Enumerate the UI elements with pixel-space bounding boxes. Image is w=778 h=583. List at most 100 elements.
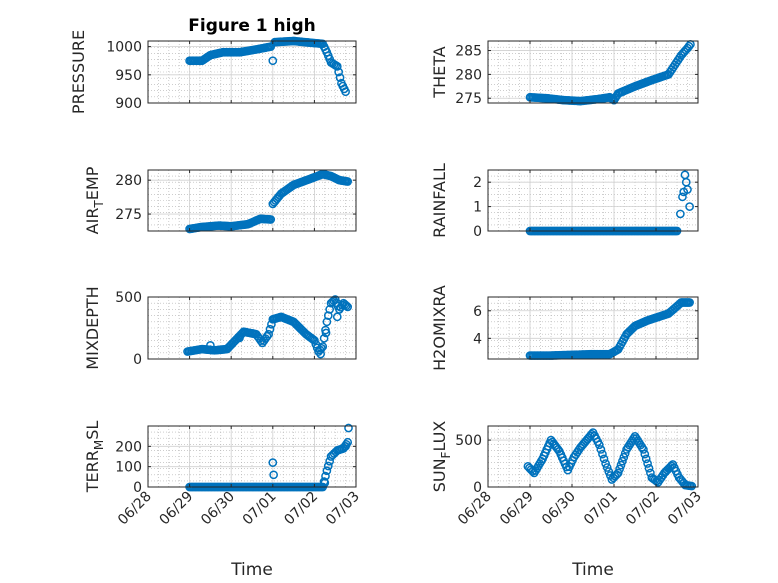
y-tick-label: 950 bbox=[115, 68, 142, 84]
x-tick-label: 06/29 bbox=[497, 489, 537, 529]
data-point bbox=[322, 317, 332, 327]
axes-box bbox=[487, 425, 699, 488]
subplot-5: 0 500 MIXDEPTH bbox=[83, 286, 357, 370]
data-point bbox=[256, 336, 266, 346]
data-point bbox=[598, 449, 607, 459]
data-point bbox=[235, 333, 244, 343]
data-point bbox=[683, 185, 692, 194]
axes-box bbox=[487, 169, 699, 232]
y-tick-label: 4 bbox=[473, 331, 482, 347]
axes-box bbox=[147, 296, 357, 360]
data-point bbox=[639, 445, 648, 454]
data-point bbox=[266, 215, 276, 224]
data-point bbox=[685, 298, 694, 307]
x-tick-label: 07/03 bbox=[665, 489, 705, 529]
data-point bbox=[264, 329, 273, 339]
data-point bbox=[685, 202, 694, 211]
data-point bbox=[678, 192, 687, 202]
data-series bbox=[523, 428, 697, 491]
x-axis-label: Time bbox=[230, 560, 273, 580]
data-point bbox=[323, 311, 333, 320]
x-tick-label: 06/30 bbox=[198, 489, 238, 529]
data-point bbox=[604, 467, 614, 476]
data-point bbox=[332, 312, 342, 322]
y-tick-label: 2 bbox=[473, 175, 482, 191]
subplot-4: 0 1 2 RAINFALL bbox=[430, 163, 699, 240]
data-point bbox=[643, 459, 652, 468]
data-point bbox=[334, 67, 344, 77]
data-point bbox=[676, 209, 685, 219]
y-tick-label: 275 bbox=[115, 207, 142, 223]
data-point bbox=[316, 343, 326, 353]
data-point bbox=[341, 301, 351, 311]
data-point bbox=[644, 463, 654, 473]
axes-box bbox=[147, 40, 357, 104]
data-point bbox=[323, 461, 333, 471]
data-point bbox=[265, 324, 275, 334]
axes-box bbox=[147, 169, 357, 232]
data-point bbox=[262, 332, 272, 341]
y-tick-label: 1000 bbox=[106, 40, 142, 56]
data-series bbox=[185, 169, 353, 234]
x-tick-label: 06/30 bbox=[539, 489, 579, 529]
axes-box bbox=[487, 40, 699, 104]
data-point bbox=[319, 333, 329, 343]
subplot-6: 4 6 H2OMIXRA bbox=[430, 285, 699, 371]
y-axis-label: THETA bbox=[430, 46, 449, 98]
subplot-1: 900 950 1000 PRESSURE Figure 1 high bbox=[69, 16, 357, 114]
y-tick-label: 1 bbox=[473, 200, 482, 216]
y-tick-label: 280 bbox=[115, 173, 142, 189]
data-point bbox=[316, 349, 325, 359]
data-point bbox=[602, 463, 612, 472]
data-point bbox=[601, 459, 610, 468]
y-tick-label: 200 bbox=[115, 439, 142, 455]
data-point bbox=[343, 302, 353, 312]
data-point bbox=[268, 458, 278, 467]
axes-box bbox=[487, 296, 699, 360]
data-point bbox=[594, 440, 604, 450]
y-tick-label: 275 bbox=[455, 91, 482, 107]
data-point bbox=[343, 177, 353, 186]
data-point bbox=[332, 62, 342, 71]
y-tick-label: 900 bbox=[115, 96, 142, 112]
data-point bbox=[687, 481, 697, 491]
data-point bbox=[641, 454, 651, 464]
x-axis-label: Time bbox=[571, 560, 614, 580]
data-point bbox=[322, 466, 332, 476]
y-axis-label: MIXDEPTH bbox=[83, 286, 102, 369]
y-axis-label: SUNFLUX bbox=[430, 421, 453, 493]
x-tick-label: 07/02 bbox=[623, 489, 663, 529]
data-point bbox=[321, 328, 331, 338]
data-point bbox=[325, 305, 335, 314]
x-tick-label: 06/29 bbox=[157, 489, 197, 529]
y-tick-label: 280 bbox=[455, 67, 482, 83]
y-tick-label: 6 bbox=[473, 304, 482, 320]
y-tick-label: 500 bbox=[115, 290, 142, 306]
subplot-2: 275 280 285 THETA bbox=[430, 39, 699, 107]
subplot-3: 275 280 AIRTEMP bbox=[83, 166, 357, 234]
data-point bbox=[269, 470, 278, 480]
data-point bbox=[616, 460, 626, 470]
data-point bbox=[596, 445, 606, 454]
x-tick-label: 07/01 bbox=[581, 489, 621, 529]
data-point bbox=[344, 423, 353, 433]
y-tick-label: 285 bbox=[455, 44, 482, 60]
y-tick-label: 0 bbox=[473, 224, 482, 240]
y-tick-label: 500 bbox=[455, 433, 482, 449]
chart-title: Figure 1 high bbox=[188, 16, 316, 36]
data-point bbox=[268, 56, 278, 66]
y-tick-label: 0 bbox=[133, 480, 142, 496]
y-axis-label: TERRMSL bbox=[83, 421, 106, 494]
y-tick-label: 0 bbox=[473, 480, 482, 496]
data-point bbox=[318, 342, 328, 351]
data-point bbox=[615, 464, 624, 474]
data-point bbox=[684, 41, 694, 51]
data-point bbox=[341, 87, 350, 97]
data-series bbox=[183, 295, 353, 359]
data-point bbox=[335, 73, 345, 82]
y-axis-label: PRESSURE bbox=[69, 30, 88, 114]
y-axis-label: H2OMIXRA bbox=[430, 285, 449, 371]
